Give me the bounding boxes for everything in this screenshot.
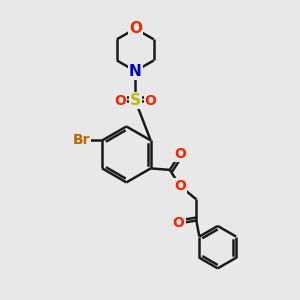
Text: O: O <box>114 94 126 107</box>
Text: S: S <box>130 93 141 108</box>
Text: N: N <box>129 64 142 79</box>
Text: O: O <box>129 21 142 36</box>
Text: O: O <box>145 94 157 107</box>
Text: O: O <box>174 179 186 193</box>
Text: O: O <box>173 217 184 230</box>
Text: O: O <box>174 147 186 161</box>
Text: Br: Br <box>72 134 90 147</box>
